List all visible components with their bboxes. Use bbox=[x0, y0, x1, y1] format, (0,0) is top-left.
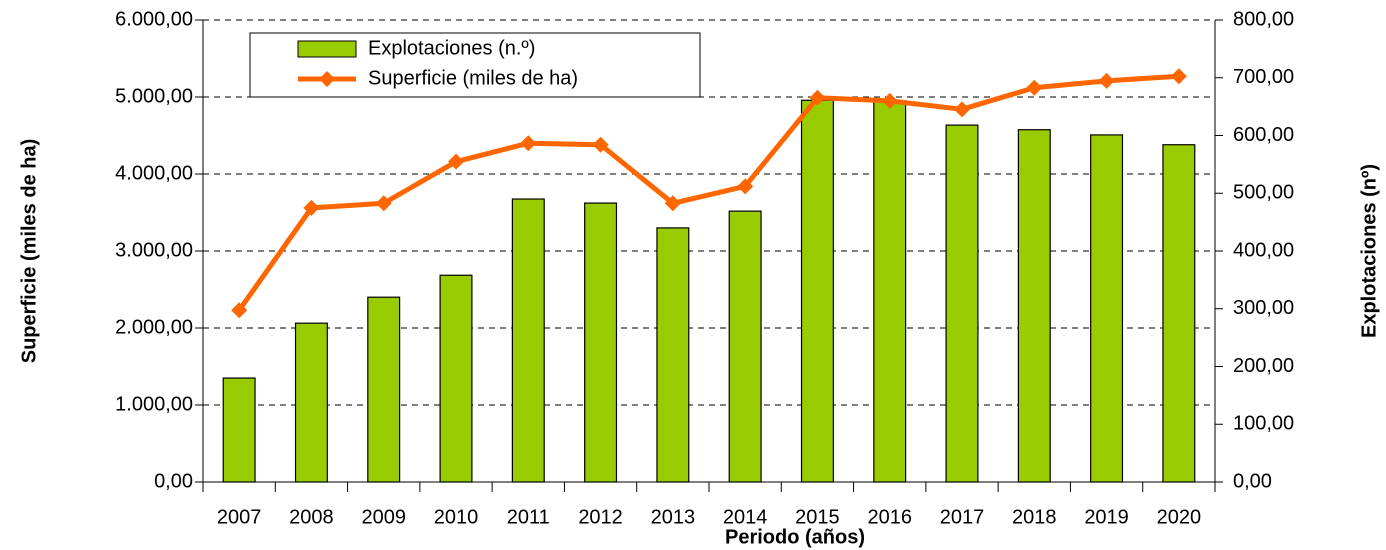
y-axis-title: Superficie (miles de ha) bbox=[18, 139, 40, 364]
bar bbox=[800, 99, 834, 483]
x-tick-label: 2007 bbox=[217, 506, 262, 528]
bar bbox=[873, 100, 907, 483]
x-tick-label: 2016 bbox=[867, 506, 912, 528]
x-tick-label: 2015 bbox=[795, 506, 840, 528]
x-tick-label: 2020 bbox=[1157, 506, 1202, 528]
marker bbox=[737, 178, 754, 195]
y-tick-label: 6.000,00 bbox=[115, 8, 193, 30]
x-tick-label: 2019 bbox=[1084, 506, 1129, 528]
legend-label: Superficie (miles de ha) bbox=[368, 67, 578, 89]
y2-tick-label: 600,00 bbox=[1233, 124, 1294, 146]
y2-tick-label: 700,00 bbox=[1233, 66, 1294, 88]
x-tick-label: 2018 bbox=[1012, 506, 1057, 528]
y-tick-label: 0,00 bbox=[154, 470, 193, 492]
x-tick-label: 2008 bbox=[289, 506, 334, 528]
x-tick-label: 2010 bbox=[434, 506, 479, 528]
marker bbox=[664, 195, 681, 212]
x-tick-label: 2012 bbox=[578, 506, 623, 528]
y2-tick-label: 200,00 bbox=[1233, 355, 1294, 377]
bar bbox=[1017, 129, 1051, 483]
legend-marker bbox=[319, 71, 335, 87]
y2-tick-label: 300,00 bbox=[1233, 297, 1294, 319]
marker bbox=[881, 92, 898, 109]
x-tick-label: 2009 bbox=[361, 506, 406, 528]
y-tick-label: 4.000,00 bbox=[115, 162, 193, 184]
y2-tick-label: 500,00 bbox=[1233, 182, 1294, 204]
x-tick-label: 2014 bbox=[723, 506, 768, 528]
y-tick-label: 1.000,00 bbox=[115, 393, 193, 415]
legend-label: Explotaciones (n.º) bbox=[368, 37, 535, 59]
y2-tick-label: 400,00 bbox=[1233, 239, 1294, 261]
bar bbox=[294, 322, 328, 483]
marker bbox=[1170, 68, 1187, 85]
marker bbox=[303, 199, 320, 216]
bar bbox=[945, 124, 979, 483]
y2-axis-title: Explotaciones (nº) bbox=[1358, 164, 1380, 338]
bar bbox=[584, 202, 618, 483]
marker bbox=[954, 101, 970, 118]
bar bbox=[511, 198, 545, 483]
y-tick-label: 5.000,00 bbox=[115, 85, 193, 107]
marker bbox=[1026, 79, 1043, 96]
line bbox=[237, 73, 1180, 312]
marker bbox=[520, 135, 537, 152]
marker bbox=[231, 302, 248, 319]
marker bbox=[1098, 72, 1115, 89]
x-tick-label: 2017 bbox=[940, 506, 985, 528]
y-tick-label: 2.000,00 bbox=[115, 316, 193, 338]
marker bbox=[448, 153, 464, 170]
y2-tick-label: 100,00 bbox=[1233, 413, 1294, 435]
bar bbox=[222, 377, 256, 483]
bar bbox=[439, 274, 473, 483]
y-tick-label: 3.000,00 bbox=[115, 239, 193, 261]
x-tick-label: 2013 bbox=[651, 506, 696, 528]
bar bbox=[1090, 134, 1124, 483]
x-axis-title: Periodo (años) bbox=[725, 526, 865, 548]
marker bbox=[375, 195, 392, 212]
legend-swatch bbox=[297, 40, 357, 58]
bar bbox=[656, 227, 690, 483]
marker bbox=[592, 136, 609, 153]
y2-tick-label: 800,00 bbox=[1233, 8, 1294, 30]
bar bbox=[1162, 144, 1196, 483]
x-tick-label: 2011 bbox=[507, 506, 550, 528]
bar bbox=[367, 296, 401, 483]
y2-tick-label: 0,00 bbox=[1233, 470, 1272, 492]
bar bbox=[728, 210, 762, 483]
marker bbox=[809, 89, 826, 106]
